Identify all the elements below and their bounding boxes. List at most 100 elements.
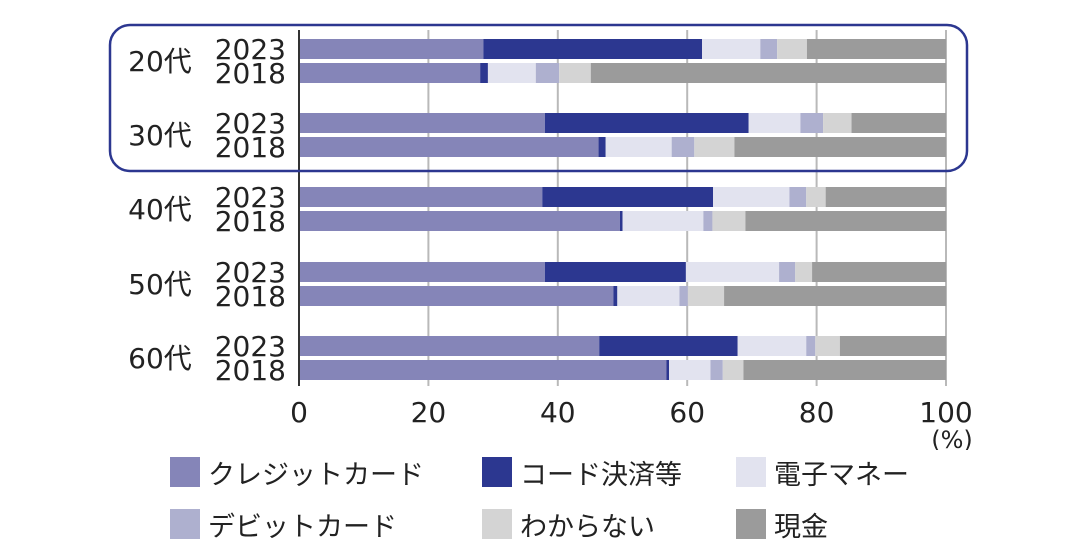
bar-segment-60代-2023-5 [839, 336, 946, 356]
bar-segment-30代-2018-4 [694, 137, 735, 157]
bar-segment-40代-2023-0 [299, 187, 543, 207]
bar-segment-50代-2018-3 [679, 286, 688, 306]
bar-segment-60代-2018-4 [722, 360, 744, 380]
bar-segment-60代-2018-1 [666, 360, 670, 380]
year-label: 2023 [215, 256, 286, 289]
bar-segment-60代-2018-0 [299, 360, 667, 380]
year-label: 2023 [215, 33, 286, 66]
bar-segment-50代-2023-0 [299, 262, 545, 282]
year-label: 2018 [215, 205, 286, 238]
age-label: 60代 [128, 342, 192, 375]
bar-segment-40代-2018-5 [745, 211, 946, 231]
x-tick-label: 0 [290, 396, 308, 429]
legend-item-credit-card: クレジットカード [170, 450, 424, 494]
bar-segment-50代-2018-1 [613, 286, 618, 306]
bar-segment-50代-2023-4 [795, 262, 813, 282]
bar-segment-40代-2023-1 [542, 187, 714, 207]
bar-segment-20代-2018-4 [559, 63, 591, 83]
stacked-bar-chart: 2023201820代2023201830代2023201840代2023201… [108, 23, 973, 450]
bar-segment-60代-2023-1 [599, 336, 738, 356]
bar-segment-20代-2023-5 [806, 39, 946, 59]
bar-segment-60代-2018-3 [710, 360, 723, 380]
bar-segment-30代-2018-5 [734, 137, 946, 157]
year-label: 2023 [215, 107, 286, 140]
bar-segment-50代-2018-4 [687, 286, 725, 306]
bar-segment-40代-2023-3 [789, 187, 807, 207]
year-label: 2023 [215, 181, 286, 214]
legend-label-unknown: わからない [520, 511, 655, 543]
bar-segment-20代-2018-2 [487, 63, 536, 83]
legend-item-code-payment: コード決済等 [482, 450, 682, 494]
bar-segment-30代-2023-4 [823, 113, 852, 133]
age-label: 20代 [128, 45, 192, 78]
legend-label-e-money: 電子マネー [774, 459, 909, 491]
bar-segment-20代-2018-0 [299, 63, 481, 83]
bar-segment-30代-2023-0 [299, 113, 545, 133]
bar-segment-30代-2018-3 [671, 137, 695, 157]
bar-segment-50代-2023-2 [685, 262, 780, 282]
bar-segment-30代-2018-1 [598, 137, 606, 157]
bar-segment-20代-2023-3 [760, 39, 778, 59]
bar-segment-30代-2023-2 [748, 113, 801, 133]
bar-segment-40代-2023-2 [713, 187, 790, 207]
bar-segment-50代-2018-2 [617, 286, 680, 306]
bar-segment-20代-2018-1 [480, 63, 488, 83]
legend-label-code-payment: コード決済等 [520, 459, 682, 491]
bar-segment-50代-2018-5 [724, 286, 946, 306]
bar-segment-30代-2023-1 [544, 113, 749, 133]
bar-segment-20代-2018-3 [535, 63, 560, 83]
bar-segment-50代-2023-5 [812, 262, 946, 282]
bar-segment-60代-2018-2 [669, 360, 711, 380]
bar-segment-40代-2018-4 [712, 211, 746, 231]
legend-swatch-credit-card [170, 457, 200, 487]
bar-segment-60代-2023-0 [299, 336, 600, 356]
bar-segment-40代-2018-3 [703, 211, 713, 231]
legend-swatch-code-payment [482, 457, 512, 487]
legend-swatch-cash [736, 509, 766, 539]
age-label: 40代 [128, 193, 192, 226]
bar-segment-50代-2023-1 [544, 262, 686, 282]
bar-segment-30代-2018-2 [605, 137, 672, 157]
x-unit-label: (%) [931, 426, 973, 450]
year-label: 2018 [215, 280, 286, 313]
highlight-box [108, 23, 969, 173]
legend-label-debit-card: デビットカード [208, 511, 397, 543]
year-label: 2018 [215, 131, 286, 164]
legend: クレジットカード コード決済等 電子マネー デビットカード わからない 現金 [170, 450, 1070, 550]
bar-segment-50代-2023-3 [779, 262, 796, 282]
year-label: 2018 [215, 354, 286, 387]
bar-segment-60代-2023-2 [737, 336, 807, 356]
x-tick-label: 100 [919, 396, 972, 429]
legend-swatch-e-money [736, 457, 766, 487]
bar-segment-50代-2018-0 [299, 286, 614, 306]
legend-swatch-unknown [482, 509, 512, 539]
x-tick-label: 60 [669, 396, 705, 429]
bar-segment-20代-2023-1 [483, 39, 703, 59]
legend-label-credit-card: クレジットカード [208, 459, 424, 491]
bar-segment-40代-2018-0 [299, 211, 620, 231]
legend-swatch-debit-card [170, 509, 200, 539]
x-tick-label: 40 [540, 396, 576, 429]
bar-segment-40代-2018-1 [619, 211, 623, 231]
bar-segment-30代-2023-5 [851, 113, 946, 133]
legend-item-e-money: 電子マネー [736, 450, 909, 494]
bar-segment-60代-2023-4 [815, 336, 840, 356]
bar-segment-20代-2023-4 [777, 39, 807, 59]
bar-segment-60代-2023-3 [806, 336, 816, 356]
x-tick-label: 20 [411, 396, 447, 429]
bar-segment-20代-2023-0 [299, 39, 484, 59]
legend-item-unknown: わからない [482, 502, 655, 546]
bar-segment-20代-2023-2 [702, 39, 761, 59]
legend-item-cash: 現金 [736, 502, 828, 546]
year-label: 2018 [215, 57, 286, 90]
bar-segment-40代-2018-2 [622, 211, 704, 231]
year-label: 2023 [215, 330, 286, 363]
legend-item-debit-card: デビットカード [170, 502, 397, 546]
bar-segment-30代-2018-0 [299, 137, 599, 157]
bar-segment-40代-2023-4 [806, 187, 826, 207]
legend-label-cash: 現金 [774, 511, 828, 543]
age-label: 30代 [128, 119, 192, 152]
bar-segment-20代-2018-5 [590, 63, 946, 83]
bar-segment-40代-2023-5 [825, 187, 946, 207]
bar-segment-30代-2023-3 [800, 113, 824, 133]
